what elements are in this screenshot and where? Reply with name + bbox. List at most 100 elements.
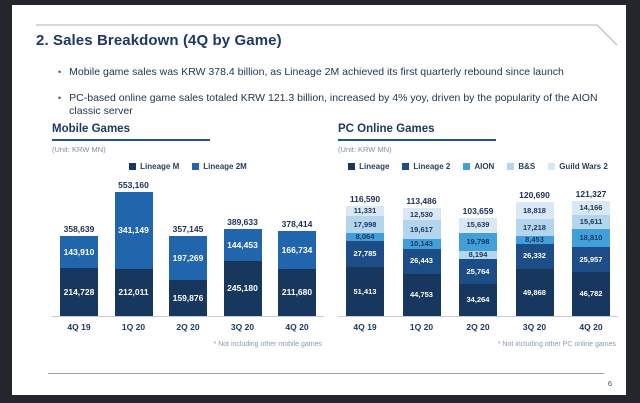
- bar-segment: 19,617: [402, 220, 441, 239]
- bullet-text: Mobile game sales was KRW 378.4 billion,…: [69, 66, 564, 78]
- unit-label: (Unit: KRW MN): [52, 145, 106, 154]
- legend-label: AION: [474, 162, 495, 171]
- chart-title: PC Online Games: [338, 123, 496, 141]
- segment-value-label: 143,910: [63, 246, 95, 257]
- segment-value-label: 25,957: [579, 254, 603, 264]
- bar-stack: 144,453 245,180: [223, 228, 262, 316]
- segment-value-label: 49,868: [523, 287, 546, 297]
- segment-value-label: 10,143: [410, 238, 433, 248]
- legend-item: Lineage: [348, 162, 389, 171]
- x-axis-label: 2Q 20: [176, 322, 200, 332]
- legend-label: Lineage M: [140, 162, 180, 171]
- legend-label: Lineage 2M: [203, 162, 247, 171]
- bar-segment: 17,218: [515, 219, 554, 236]
- bar-segment: 46,782: [572, 271, 610, 316]
- bar-total-label: 358,639: [63, 223, 95, 234]
- bar-segment: 26,443: [402, 248, 441, 274]
- stacked-bar: 121,327 14,166 15,611 18,810 25,957 46,782: [572, 189, 610, 316]
- bar-segment: 197,269: [169, 236, 207, 281]
- segment-value-label: 245,180: [227, 283, 258, 294]
- legend-swatch: [402, 163, 410, 170]
- legend-item: Lineage M: [129, 162, 179, 171]
- segment-value-label: 11,331: [353, 206, 377, 216]
- segment-value-label: 166,734: [281, 244, 313, 255]
- x-axis-label: 4Q 20: [579, 322, 603, 332]
- segment-value-label: 212,011: [118, 287, 149, 297]
- bar-segment: 166,734: [278, 231, 316, 269]
- bar-total-label: 378,414: [281, 219, 313, 230]
- x-axis-label: 2Q 20: [466, 322, 490, 332]
- bar-segment: 49,868: [515, 268, 554, 316]
- chart-plot-area: 116,590 11,331 17,998 8,064 27,785 51,413 113,…: [338, 171, 618, 317]
- bullet-dot: •: [58, 92, 62, 103]
- bar-stack: 143,910 214,728: [60, 235, 98, 316]
- chart-title: Mobile Games: [52, 123, 210, 141]
- segment-value-label: 26,332: [523, 251, 546, 261]
- stacked-bar: 357,145 197,269 159,876: [169, 224, 207, 316]
- chart-footnote: * Not including other PC online games: [497, 341, 616, 348]
- bar-stack: 11,331 17,998 8,064 27,785 51,413: [346, 205, 384, 316]
- bar-segment: 44,753: [402, 273, 441, 316]
- bullet-dot: •: [58, 67, 62, 77]
- x-axis-label: 4Q 20: [285, 322, 309, 332]
- bar-stack: 166,734 211,680: [278, 231, 316, 316]
- bar-segment: 51,413: [346, 267, 384, 316]
- x-axis-labels: 4Q 19 1Q 20 2Q 20 3Q 20 4Q 20: [52, 322, 324, 332]
- stacked-bar: 378,414 166,734 211,680: [278, 219, 316, 316]
- stacked-bar: 120,690 18,818 17,218 8,453 26,332 49,868: [515, 190, 554, 316]
- segment-value-label: 8,194: [468, 251, 488, 260]
- legend-swatch: [463, 163, 471, 170]
- legend-item: AION: [463, 162, 494, 171]
- bar-segment: 211,680: [278, 268, 316, 316]
- bar-segment: 14,166: [572, 201, 610, 215]
- stacked-bar: 113,486 12,530 19,617 10,143 26,443 44,753: [402, 196, 441, 316]
- bar-segment: 27,785: [346, 241, 384, 268]
- segment-value-label: 46,782: [579, 289, 603, 299]
- chart-legend: Lineage M Lineage 2M: [52, 162, 324, 171]
- stacked-bar: 389,633 144,453 245,180: [223, 217, 262, 316]
- bar-total-label: 357,145: [172, 224, 204, 235]
- segment-value-label: 19,617: [410, 224, 433, 234]
- bar-segment: 26,332: [515, 243, 554, 269]
- legend-swatch: [348, 163, 356, 170]
- legend-item: Lineage 2M: [192, 162, 247, 171]
- segment-value-label: 159,876: [172, 292, 204, 303]
- segment-value-label: 12,530: [410, 209, 433, 219]
- bar-segment: 17,998: [346, 216, 384, 234]
- bar-segment: 159,876: [169, 280, 207, 316]
- bar-stack: 18,818 17,218 8,453 26,332 49,868: [515, 201, 554, 316]
- segment-value-label: 15,639: [466, 220, 490, 230]
- legend-swatch: [129, 163, 137, 170]
- segment-value-label: 8,064: [355, 233, 375, 242]
- segment-value-label: 51,413: [353, 286, 377, 296]
- stacked-bar: 358,639 143,910 214,728: [60, 224, 98, 316]
- segment-value-label: 34,264: [466, 295, 490, 304]
- segment-value-label: 17,998: [353, 220, 377, 230]
- segment-value-label: 44,753: [410, 290, 433, 300]
- bar-segment: 18,810: [572, 229, 610, 248]
- bar-total-label: 113,486: [406, 196, 437, 207]
- segment-value-label: 18,818: [523, 205, 546, 215]
- segment-value-label: 15,611: [579, 217, 603, 227]
- bullet-item: • PC-based online game sales totaled KRW…: [58, 92, 614, 118]
- page-number: 6: [607, 379, 612, 388]
- stacked-bar: 116,590 11,331 17,998 8,064 27,785 51,413: [346, 194, 384, 316]
- bar-segment: 8,453: [515, 235, 554, 244]
- bar-segment: 8,194: [459, 251, 497, 260]
- bar-total-label: 103,659: [462, 205, 494, 216]
- bar-stack: 15,639 19,798 8,194 25,764 34,264: [459, 217, 497, 316]
- stacked-bar: 553,160 341,149 212,011: [114, 180, 153, 316]
- x-axis-labels: 4Q 19 1Q 20 2Q 20 3Q 20 4Q 20: [338, 322, 618, 332]
- segment-value-label: 18,810: [579, 233, 603, 243]
- bar-segment: 25,957: [572, 247, 610, 272]
- bar-segment: 341,149: [114, 192, 153, 269]
- bar-segment: 143,910: [60, 235, 98, 268]
- bar-segment: 10,143: [402, 238, 441, 249]
- unit-label: (Unit: KRW MN): [338, 145, 392, 154]
- bar-total-label: 553,160: [118, 180, 149, 190]
- x-axis-label: 1Q 20: [121, 322, 146, 332]
- segment-value-label: 341,149: [118, 225, 149, 235]
- segment-value-label: 14,166: [579, 203, 603, 213]
- bar-total-label: 116,590: [349, 193, 381, 204]
- legend-swatch: [507, 163, 515, 170]
